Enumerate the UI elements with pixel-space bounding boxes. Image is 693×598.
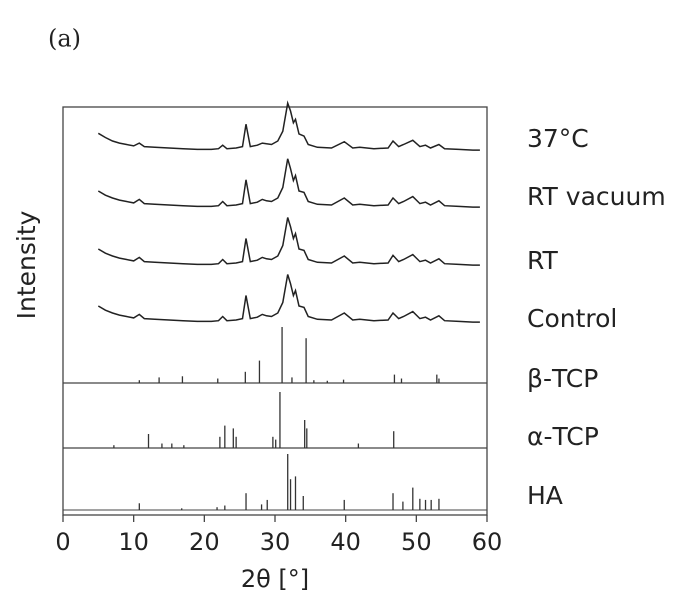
pattern-line — [97, 217, 480, 266]
legend-label: Control — [527, 304, 617, 333]
y-axis-label: Intensity — [12, 210, 41, 319]
x-axis-label: 2θ [°] — [241, 565, 309, 593]
x-tick-label: 50 — [401, 528, 432, 556]
pattern-line — [97, 274, 480, 323]
pattern-line — [97, 158, 480, 208]
chart-title: (a) — [48, 25, 81, 53]
x-tick-label: 60 — [472, 528, 503, 556]
x-tick-label: 20 — [189, 528, 220, 556]
reference-label: HA — [527, 481, 563, 510]
pattern-line — [97, 100, 480, 151]
legend-label: 37°C — [527, 124, 589, 153]
x-tick-label: 10 — [118, 528, 149, 556]
plot-frame — [62, 106, 488, 516]
legend-label: RT vacuum — [527, 182, 666, 211]
reference-label: β-TCP — [527, 364, 598, 393]
legend-label: RT — [527, 246, 559, 275]
reference-label: α-TCP — [527, 422, 599, 451]
x-tick-label: 40 — [330, 528, 361, 556]
x-tick-label: 30 — [260, 528, 291, 556]
x-tick-label: 0 — [55, 528, 70, 556]
